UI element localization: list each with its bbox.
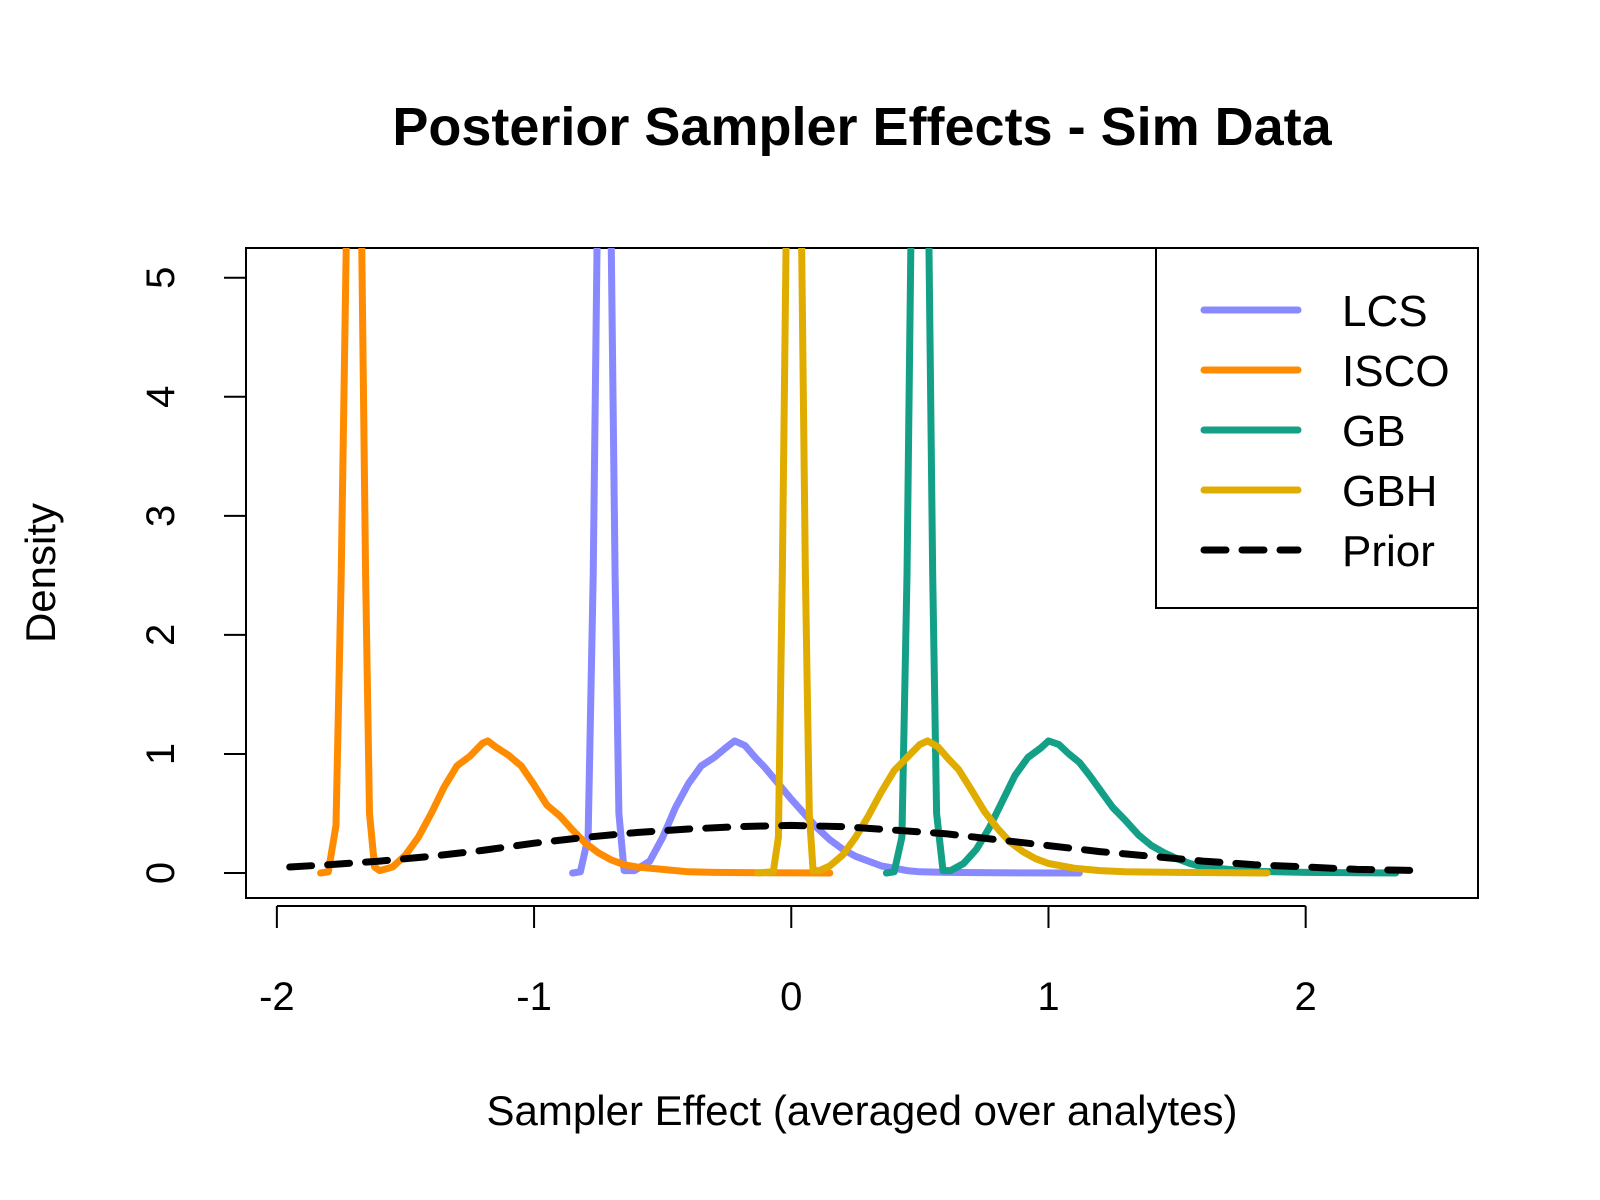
y-tick-label: 2 (139, 624, 183, 646)
x-tick-label: 1 (1037, 975, 1059, 1019)
y-tick-label: 3 (139, 505, 183, 527)
chart-title: Posterior Sampler Effects - Sim Data (392, 97, 1332, 157)
y-axis: 0 1 2 3 4 5 (139, 267, 247, 884)
y-tick-label: 4 (139, 386, 183, 408)
x-axis: -2 -1 0 1 2 (259, 905, 1317, 1019)
series-line-gbh (754, 248, 1271, 877)
legend-label-isco: ISCO (1342, 347, 1450, 396)
legend-label-prior: Prior (1342, 527, 1435, 576)
y-tick-label: 1 (139, 743, 183, 765)
y-tick-label: 0 (139, 862, 183, 884)
series-line-lcs (569, 248, 1083, 877)
legend-label-lcs: LCS (1342, 287, 1428, 336)
series-line-prior (286, 821, 1425, 875)
x-tick-label: 0 (780, 975, 802, 1019)
y-axis-label: Density (17, 503, 64, 643)
series-layer (286, 248, 1425, 877)
x-tick-label: -1 (516, 975, 552, 1019)
legend: LCS ISCO GB GBH Prior (1155, 247, 1479, 609)
x-tick-label: -2 (259, 975, 295, 1019)
series-line-isco (317, 248, 834, 877)
x-tick-label: 2 (1295, 975, 1317, 1019)
legend-label-gb: GB (1342, 407, 1406, 456)
x-axis-label: Sampler Effect (averaged over analytes) (487, 1087, 1238, 1134)
y-tick-label: 5 (139, 267, 183, 289)
legend-label-gbh: GBH (1342, 467, 1437, 516)
